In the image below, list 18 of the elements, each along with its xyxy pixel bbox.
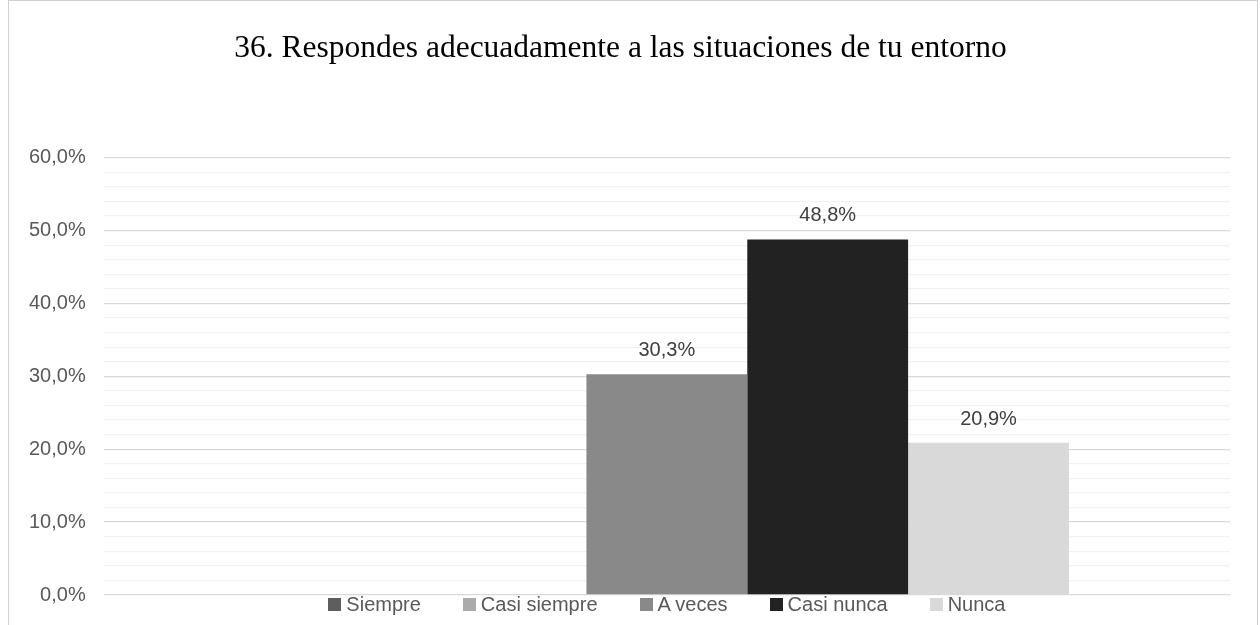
chart-title: 36. Respondes adecuadamente a las situaciones de tu entorno [234,29,1007,65]
data-label: 48,8% [799,203,857,226]
data-label: 20,9% [960,406,1018,429]
y-tick-label: 0,0% [40,582,86,605]
legend-label: Casi nunca [787,593,888,615]
legend-label: Casi siempre [480,593,598,615]
bar [586,374,748,595]
legend-label: Siempre [346,593,421,615]
legend-label: Nunca [947,593,1006,615]
y-tick-label: 50,0% [28,218,86,241]
legend-label: A veces [657,593,728,615]
y-tick-label: 20,0% [28,436,86,459]
y-tick-label: 60,0% [28,145,86,168]
y-tick-label: 30,0% [28,363,86,386]
y-tick-label: 40,0% [28,291,86,314]
bar [747,239,909,595]
data-label: 30,3% [638,338,696,361]
y-tick-label: 10,0% [28,509,86,532]
